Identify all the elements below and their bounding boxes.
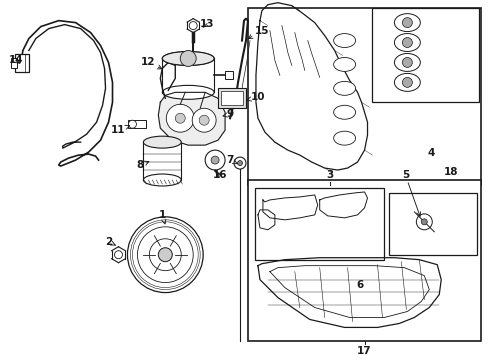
Ellipse shape xyxy=(162,51,214,66)
Text: 17: 17 xyxy=(357,346,372,356)
Circle shape xyxy=(158,248,172,262)
Circle shape xyxy=(127,217,203,293)
Text: 1: 1 xyxy=(159,210,166,224)
Circle shape xyxy=(402,58,413,67)
Circle shape xyxy=(149,239,181,271)
Ellipse shape xyxy=(334,131,356,145)
Bar xyxy=(225,71,233,80)
Circle shape xyxy=(128,120,136,128)
Text: 9: 9 xyxy=(223,109,234,119)
Circle shape xyxy=(166,104,194,132)
Polygon shape xyxy=(158,92,225,145)
Circle shape xyxy=(189,22,197,30)
Text: 7: 7 xyxy=(226,155,237,165)
Bar xyxy=(371,8,479,102)
Text: 2: 2 xyxy=(105,237,115,247)
Bar xyxy=(144,142,181,180)
Text: 14: 14 xyxy=(8,55,23,66)
Text: 10: 10 xyxy=(247,92,265,102)
Bar xyxy=(221,91,243,105)
Circle shape xyxy=(137,227,193,283)
Ellipse shape xyxy=(394,54,420,71)
Bar xyxy=(255,188,385,260)
Circle shape xyxy=(402,37,413,48)
Text: 6: 6 xyxy=(356,280,363,289)
Text: 13: 13 xyxy=(200,19,215,28)
Ellipse shape xyxy=(394,73,420,91)
Text: 18: 18 xyxy=(444,167,459,177)
Ellipse shape xyxy=(394,14,420,32)
Circle shape xyxy=(115,251,122,259)
Ellipse shape xyxy=(334,105,356,119)
Bar xyxy=(248,8,481,185)
Bar xyxy=(218,88,246,108)
Ellipse shape xyxy=(162,85,214,99)
Text: 8: 8 xyxy=(137,160,149,170)
Bar xyxy=(11,58,17,68)
Text: 4: 4 xyxy=(428,148,435,158)
Circle shape xyxy=(211,156,219,164)
Text: 15: 15 xyxy=(248,26,269,39)
Circle shape xyxy=(199,115,209,125)
Ellipse shape xyxy=(144,136,181,148)
Bar xyxy=(128,120,147,128)
Bar xyxy=(15,54,29,72)
Ellipse shape xyxy=(162,51,214,66)
Circle shape xyxy=(180,50,196,67)
Circle shape xyxy=(402,18,413,28)
Circle shape xyxy=(192,108,216,132)
Circle shape xyxy=(234,157,246,169)
Text: 5: 5 xyxy=(402,170,420,216)
Ellipse shape xyxy=(334,33,356,48)
Circle shape xyxy=(175,113,185,123)
Circle shape xyxy=(421,219,427,225)
Text: 11: 11 xyxy=(111,125,129,135)
Text: 3: 3 xyxy=(326,170,333,180)
Ellipse shape xyxy=(334,58,356,71)
Ellipse shape xyxy=(144,174,181,186)
Ellipse shape xyxy=(394,33,420,51)
Text: 16: 16 xyxy=(213,170,227,180)
Ellipse shape xyxy=(334,81,356,95)
Text: 12: 12 xyxy=(141,58,162,69)
Circle shape xyxy=(205,150,225,170)
Circle shape xyxy=(402,77,413,87)
Circle shape xyxy=(238,161,243,166)
Bar xyxy=(390,193,477,255)
Bar xyxy=(248,180,481,341)
Circle shape xyxy=(416,214,432,230)
